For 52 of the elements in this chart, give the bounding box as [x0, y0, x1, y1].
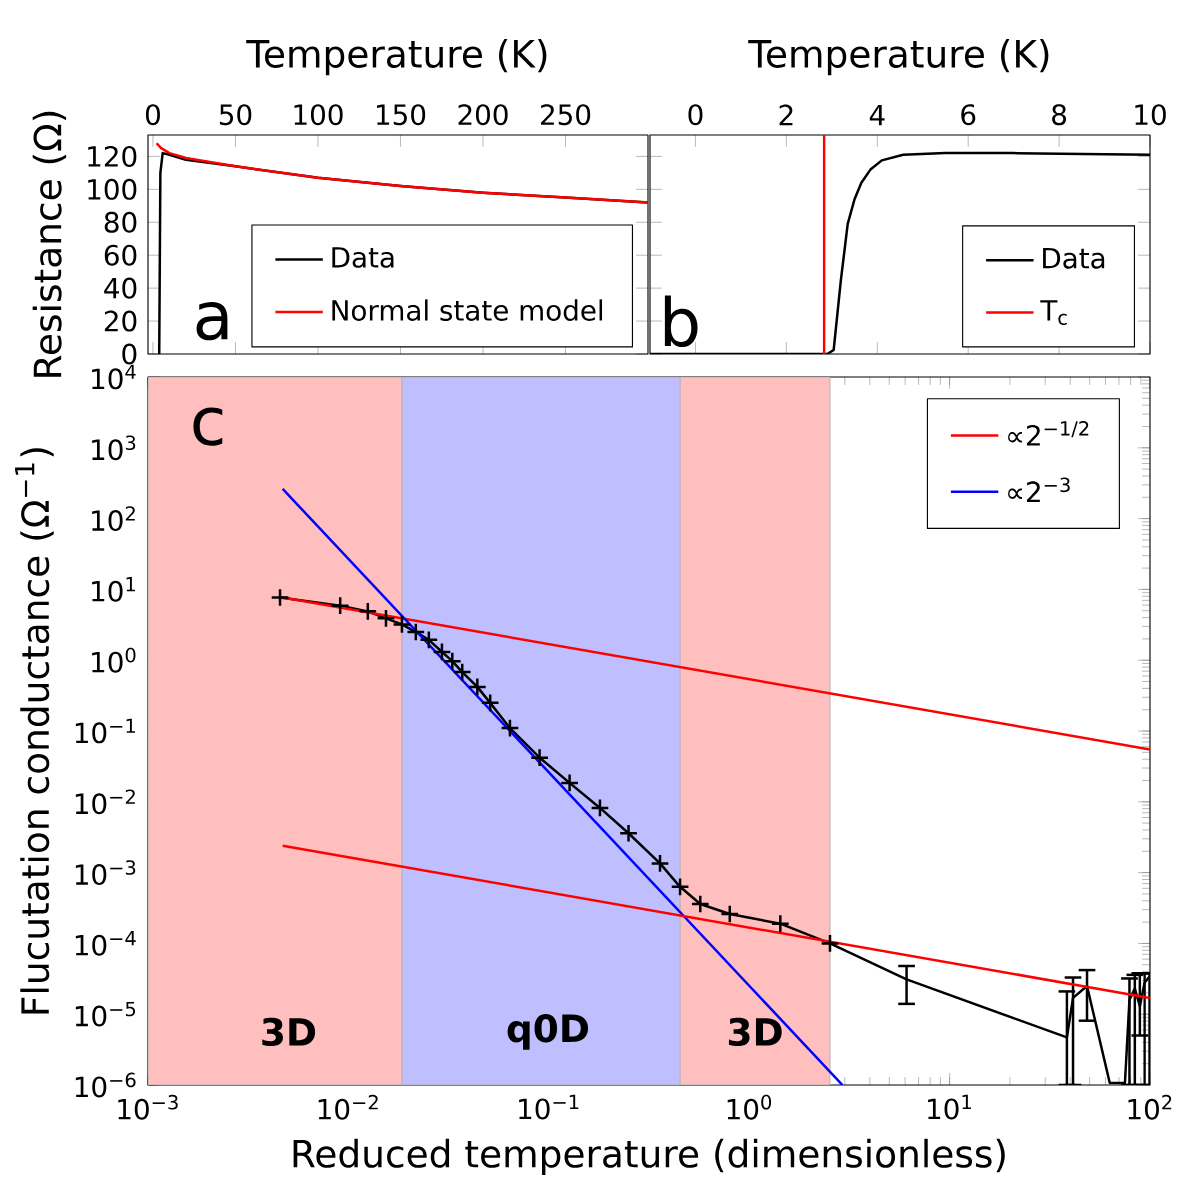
y-tick-label: 120 — [88, 145, 137, 167]
x-tick-label: 2 — [779, 104, 793, 126]
annotation: b — [664, 295, 698, 347]
x-tick-label: 10$^{−1}$ — [519, 1094, 579, 1120]
x-tick-label: 0 — [688, 104, 703, 126]
y-tick-label: 10$^{−2}$ — [75, 789, 135, 815]
y-tick-label: 100 — [88, 178, 137, 200]
x-tick-label: 0 — [145, 104, 160, 126]
y-tick-label: 20 — [104, 310, 137, 332]
y-tick-label: 10$^{1}$ — [92, 577, 135, 602]
legend-label: Normal state model — [332, 299, 603, 321]
x-tick-label: 6 — [961, 104, 976, 126]
y-tick-label: 10$^{−5}$ — [75, 1001, 136, 1027]
band-label: 3D — [262, 1017, 316, 1047]
annotation: a — [196, 302, 228, 341]
x-tick-label: 4 — [869, 104, 885, 126]
x-axis-title: Reduced temperature (dimensionless) — [293, 1138, 1005, 1176]
y-tick-label: 10$^{3}$ — [92, 435, 136, 461]
x-axis-title: Temperature (K) — [246, 38, 547, 76]
y-axis-title: Resistance (Ω) — [32, 111, 67, 377]
legend-label: ∝2$^{−1/2}$ — [1008, 421, 1089, 446]
x-tick-label: 10$^{2}$ — [1128, 1094, 1172, 1120]
y-tick-label: 10$^{−3}$ — [75, 860, 136, 886]
legend-label: Data — [332, 247, 394, 268]
y-tick-label: 10$^{2}$ — [92, 506, 135, 532]
annotation: c — [193, 407, 223, 446]
y-tick-label: 60 — [104, 244, 137, 266]
legend-label: Data — [1043, 248, 1105, 269]
y-tick-label: 80 — [104, 211, 137, 233]
x-tick-label: 10$^{0}$ — [727, 1094, 772, 1120]
x-tick-label: 50 — [219, 104, 252, 126]
x-tick-label: 10$^{−2}$ — [318, 1094, 378, 1120]
y-tick-label: 10$^{−4}$ — [75, 931, 136, 956]
x-axis-title: Temperature (K) — [748, 38, 1049, 76]
legend-label: ∝2$^{−3}$ — [1008, 477, 1070, 502]
x-tick-label: 8 — [1052, 104, 1067, 126]
x-tick-label: 250 — [541, 104, 591, 126]
y-tick-label: 10$^{−1}$ — [75, 718, 135, 744]
x-tick-label: 150 — [377, 104, 426, 126]
y-axis-title: Flucutation conductance (Ω$^{−1}$) — [15, 448, 54, 1014]
y-tick-label: 40 — [104, 277, 137, 299]
y-tick-label: 0 — [122, 343, 137, 365]
legend-label: T$_{c}$ — [1040, 300, 1067, 325]
x-tick-label: 200 — [458, 104, 508, 126]
x-tick-label: 10 — [1135, 104, 1166, 126]
x-tick-label: 10$^{1}$ — [928, 1094, 971, 1120]
band-label: q0D — [507, 1014, 589, 1050]
y-tick-label: 10$^{4}$ — [92, 364, 136, 390]
x-tick-label: 100 — [294, 104, 343, 126]
y-tick-label: 10$^{0}$ — [92, 647, 136, 673]
y-tick-label: 10$^{−6}$ — [75, 1072, 136, 1098]
band-label: 3D — [728, 1017, 782, 1047]
